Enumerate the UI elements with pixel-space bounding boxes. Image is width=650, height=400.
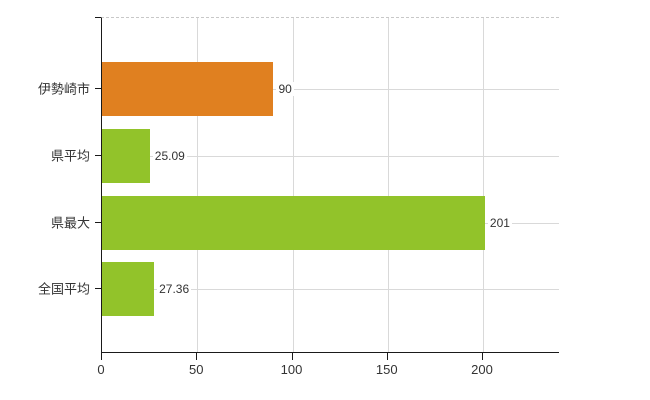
y-axis-tick: [95, 88, 101, 89]
y-axis-end-tick: [95, 17, 101, 18]
gridline-horizontal: [102, 155, 559, 157]
x-tick-label: 0: [97, 362, 105, 377]
x-tick-label: 50: [189, 362, 204, 377]
gridline-vertical: [483, 18, 484, 352]
bar-伊勢崎市: [102, 62, 274, 116]
plot-area: 90 25.09 201 27.36: [101, 17, 559, 353]
gridline-vertical: [292, 18, 294, 352]
gridline-horizontal: [102, 89, 559, 90]
bar-県最大: [102, 195, 485, 250]
y-axis-tick: [95, 288, 101, 290]
gridline-vertical: [387, 18, 389, 352]
x-tick-label: 150: [375, 362, 398, 377]
category-label-全国平均: 全国平均: [37, 281, 90, 297]
gridline-vertical: [197, 18, 199, 352]
y-axis-tick: [95, 221, 101, 223]
bar-県平均: [102, 128, 150, 183]
x-tick-label: 200: [471, 362, 493, 377]
bar-value-label: 201: [487, 215, 512, 230]
bar-全国平均: [102, 262, 155, 317]
gridline-horizontal: [102, 289, 559, 291]
bar-value-label: 27.36: [157, 282, 192, 297]
category-label-県最大: 県最大: [50, 215, 90, 231]
x-axis-tick: [196, 353, 198, 360]
bar-value-label: 90: [276, 82, 294, 96]
x-axis-tick: [101, 353, 102, 360]
y-axis-tick: [95, 154, 101, 156]
bar-value-label: 25.09: [152, 148, 187, 163]
x-tick-label: 100: [280, 362, 303, 377]
category-label-県平均: 県平均: [50, 148, 90, 164]
x-axis-tick: [482, 353, 483, 360]
x-axis-tick: [386, 353, 388, 360]
category-label-伊勢崎市: 伊勢崎市: [37, 81, 90, 97]
x-axis-tick: [291, 353, 293, 360]
